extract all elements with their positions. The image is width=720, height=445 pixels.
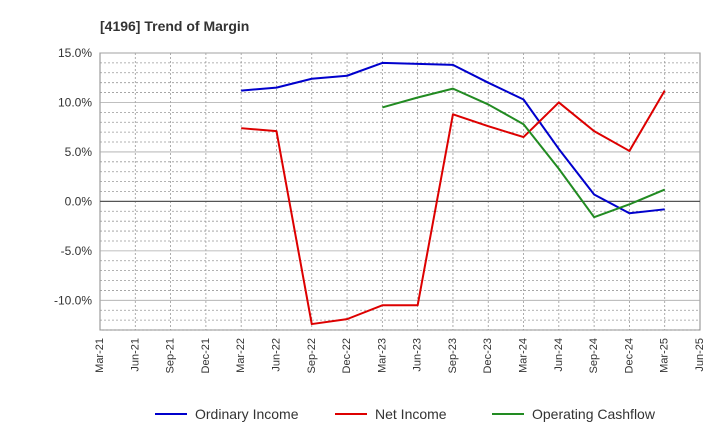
x-tick-label: Mar-25 — [659, 338, 671, 373]
x-tick-label: Sep-22 — [306, 338, 318, 373]
y-tick-label: 10.0% — [58, 95, 92, 109]
chart-title: [4196] Trend of Margin — [100, 18, 249, 34]
legend-label-operating-cashflow: Operating Cashflow — [532, 406, 656, 422]
y-tick-label: -10.0% — [54, 293, 92, 307]
x-tick-label: Dec-24 — [623, 338, 635, 373]
y-tick-label: 15.0% — [58, 46, 92, 60]
x-tick-label: Sep-24 — [588, 338, 600, 373]
x-tick-label: Jun-21 — [129, 338, 141, 372]
x-tick-label: Jun-22 — [270, 338, 282, 372]
y-tick-label: 5.0% — [65, 145, 93, 159]
series-line-operating-cashflow — [382, 87, 666, 219]
series-line-net-income — [241, 90, 666, 326]
x-tick-label: Dec-23 — [482, 338, 494, 373]
legend: Ordinary Income Net Income Operating Cashf… — [155, 406, 656, 422]
grid-layer — [99, 52, 701, 331]
x-tick-label: Sep-23 — [447, 338, 459, 373]
series-line-ordinary-income — [241, 61, 665, 215]
legend-label-net-income: Net Income — [375, 406, 447, 422]
x-tick-label: Sep-21 — [165, 338, 177, 373]
x-tick-label: Mar-23 — [376, 338, 388, 373]
x-tick-label: Jun-23 — [412, 338, 424, 372]
y-tick-label: 0.0% — [65, 194, 93, 208]
x-tick-label: Dec-22 — [341, 338, 353, 373]
x-tick-label: Dec-21 — [200, 338, 212, 373]
x-tick-label: Mar-24 — [518, 338, 530, 373]
y-tick-label: -5.0% — [61, 244, 93, 258]
series-layer — [241, 61, 666, 326]
x-tick-label: Mar-21 — [94, 338, 106, 373]
x-tick-label: Jun-24 — [553, 338, 565, 372]
axis-layer: Mar-21 Jun-21 Sep-21 Dec-21 Mar-22 Jun-22 Sep-… — [54, 46, 706, 373]
x-tick-label: Jun-25 — [694, 338, 706, 372]
x-tick-label: Mar-22 — [235, 338, 247, 373]
legend-label-ordinary-income: Ordinary Income — [195, 406, 299, 422]
